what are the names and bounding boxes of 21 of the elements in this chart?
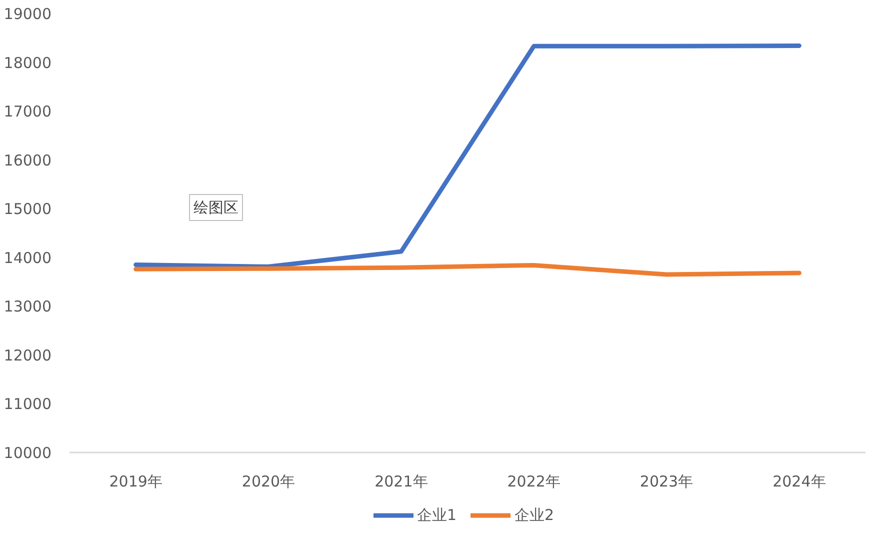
y-tick-label: 11000 [4,395,52,414]
y-tick-label: 12000 [4,346,52,364]
x-tick-label: 2019年 [109,472,162,490]
x-tick-label: 2022年 [507,472,560,490]
legend-label: 企业2 [514,506,554,524]
x-tick-label: 2020年 [242,472,296,490]
y-tick-label: 16000 [4,151,52,170]
line-series [134,262,802,277]
y-tick-label: 13000 [4,298,52,316]
y-tick-label: 15000 [4,200,52,218]
y-tick-label: 14000 [4,248,52,267]
y-tick-label: 10000 [4,444,52,462]
x-tick-label: 2023年 [640,472,694,490]
y-tick-label: 19000 [4,5,52,23]
y-tick-label: 17000 [4,102,52,121]
annotation: 绘图区 [194,198,238,216]
line-series [134,43,802,269]
x-tick-label: 2021年 [374,472,428,490]
legend-label: 企业1 [416,506,456,524]
y-tick-label: 18000 [4,54,52,72]
x-tick-label: 2024年 [772,472,826,490]
